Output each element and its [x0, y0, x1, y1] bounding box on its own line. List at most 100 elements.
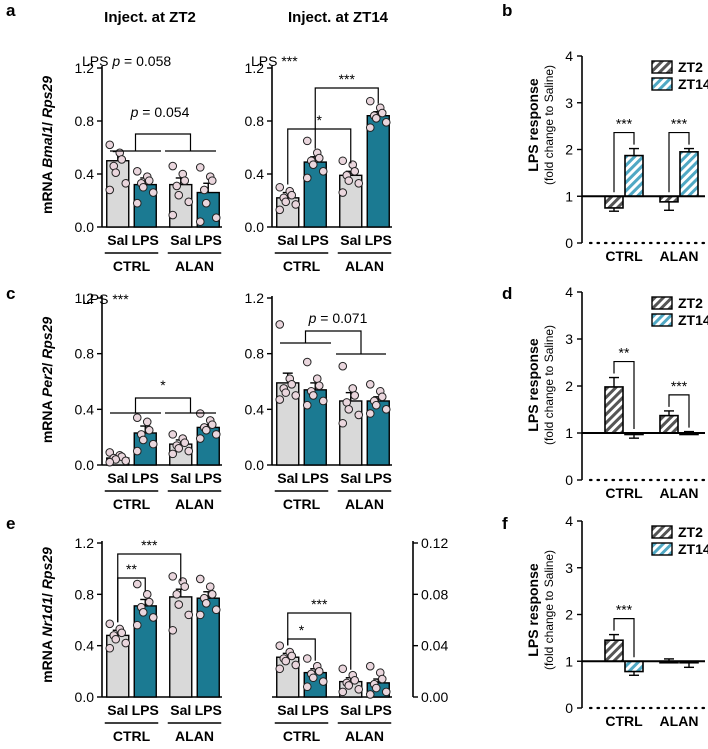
data-point: [174, 600, 184, 609]
data-point: [302, 173, 312, 183]
category-label: Sal: [277, 232, 298, 248]
ylabel-response-f: LPS response (fold change to Saline): [525, 550, 556, 670]
panel-letter-c: c: [6, 284, 15, 303]
legend-swatch: [651, 60, 673, 74]
data-point: [195, 163, 205, 172]
group-label: ALAN: [660, 713, 699, 729]
data-point: [195, 610, 205, 620]
panel-letter-b: b: [502, 1, 512, 20]
group-label: CTRL: [113, 728, 151, 744]
data-point: [302, 654, 312, 663]
category-label: LPS: [132, 232, 159, 248]
data-point: [312, 374, 322, 384]
svg-text:LPS response: LPS response: [525, 338, 541, 432]
category-label: Sal: [107, 470, 128, 486]
data-point: [275, 205, 285, 215]
significance-label: *: [317, 112, 323, 128]
data-point: [195, 574, 205, 584]
significance-label: ***: [311, 596, 328, 612]
data-point: [338, 361, 348, 371]
data-point: [201, 198, 211, 208]
y-tick-label: 0.8: [75, 586, 95, 602]
data-point: [350, 676, 360, 685]
data-point: [117, 628, 127, 638]
data-point: [180, 582, 190, 591]
data-point: [132, 167, 142, 176]
group-label: ALAN: [175, 728, 214, 744]
legend-swatch: [651, 77, 673, 91]
y-tick-label: 0.8: [75, 346, 95, 362]
bar: [604, 386, 624, 434]
data-point: [302, 136, 312, 146]
significance-bracket: [613, 618, 635, 658]
data-point: [172, 590, 182, 599]
annotation: LPS ***: [251, 53, 298, 69]
data-point: [138, 435, 148, 445]
data-point: [144, 597, 154, 607]
data-point: [105, 619, 115, 629]
category-label: LPS: [132, 470, 159, 486]
group-label: ALAN: [175, 496, 214, 512]
significance-bracket: [287, 128, 352, 185]
data-point: [132, 446, 142, 456]
y-tick-label: 1.2: [75, 290, 95, 306]
data-point: [275, 182, 285, 192]
data-point: [105, 140, 115, 150]
svg-text:(fold change to Saline): (fold change to Saline): [542, 65, 556, 185]
data-point: [180, 176, 190, 185]
significance-label: ***: [616, 602, 633, 618]
significance-label: p = 0.054: [130, 104, 190, 120]
data-point: [377, 108, 387, 118]
data-point: [354, 685, 364, 694]
y-tick-label: 2: [565, 142, 573, 158]
legend-label: ZT14: [678, 541, 708, 557]
y-tick-label: 0.0: [75, 219, 95, 235]
data-point: [287, 190, 297, 200]
data-point: [195, 434, 205, 443]
data-point: [365, 96, 375, 106]
data-point: [275, 320, 285, 329]
significance-label: ***: [671, 116, 688, 132]
svg-text:(fold change to Saline): (fold change to Saline): [542, 325, 556, 445]
y-tick-label: 1: [565, 653, 573, 669]
significance-bracket: [613, 131, 635, 193]
significance-label: p = 0.071: [308, 310, 368, 326]
significance-bracket: [134, 133, 192, 151]
y-tick-label: 0.4: [245, 166, 265, 182]
y-tick-label: 0: [565, 700, 573, 716]
ylabel-response-d: LPS response (fold change to Saline): [525, 325, 556, 445]
legend-swatch: [651, 296, 673, 310]
data-point: [287, 651, 297, 661]
legend-label: ZT14: [678, 312, 708, 328]
data-point: [201, 425, 211, 435]
y-tick-label: 0.0: [245, 457, 265, 473]
legend-swatch: [651, 542, 673, 556]
data-point: [199, 185, 209, 195]
data-point: [287, 379, 297, 389]
group-label: ALAN: [175, 258, 214, 274]
data-point: [201, 599, 211, 608]
panel-letter-a: a: [6, 1, 16, 20]
data-point: [318, 677, 328, 686]
y-tick-label: 0.4: [75, 638, 95, 654]
data-point: [275, 664, 285, 674]
y-tick-label: 0.08: [421, 586, 448, 602]
group-label: ALAN: [345, 258, 384, 274]
legend-label: ZT2: [678, 59, 703, 75]
y-tick-label: 1.2: [75, 535, 95, 551]
y-tick-label: 1: [565, 188, 573, 204]
data-point: [144, 425, 154, 435]
bar: [366, 114, 390, 228]
legend-label: ZT14: [678, 76, 708, 92]
data-point: [174, 444, 184, 453]
data-point: [168, 449, 178, 459]
data-point: [365, 661, 375, 671]
legend-label: ZT2: [678, 524, 703, 540]
significance-bracket: [304, 330, 362, 354]
data-point: [338, 418, 348, 428]
group-label: ALAN: [345, 496, 384, 512]
data-point: [302, 400, 312, 410]
panel-letter-f: f: [502, 514, 508, 533]
